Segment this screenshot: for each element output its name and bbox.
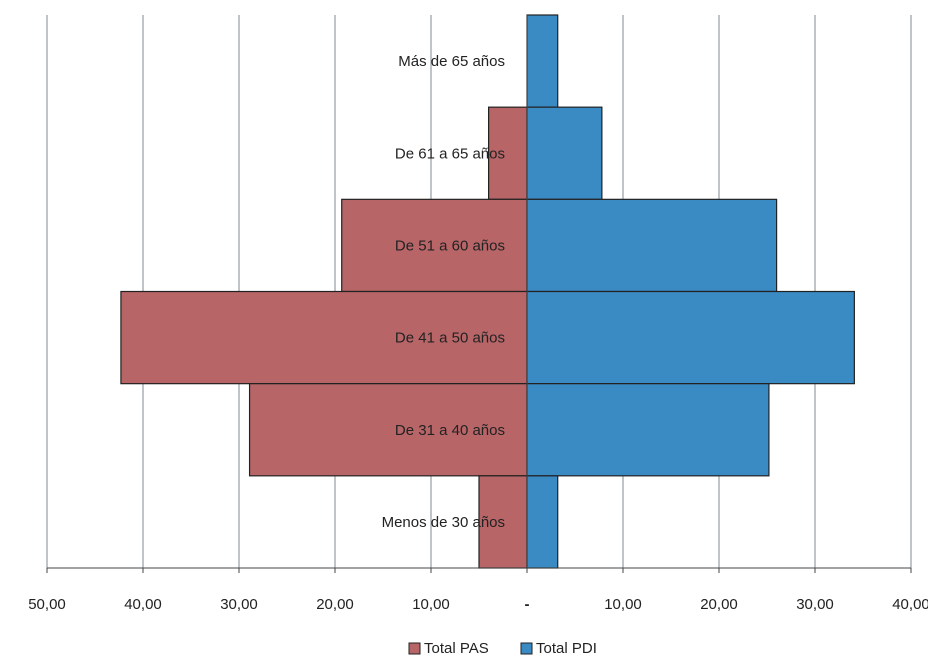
category-label: Menos de 30 años <box>382 514 505 531</box>
x-tick-label: 30,00 <box>796 596 834 613</box>
category-labels: Más de 65 años De 61 a 65 años De 51 a 60 … <box>382 53 505 531</box>
x-tick-label: 30,00 <box>220 596 258 613</box>
bar-total-pdi <box>526 475 559 569</box>
bar-total-pdi <box>526 198 778 293</box>
x-tick-label: 20,00 <box>316 596 354 613</box>
category-label: Más de 65 años <box>398 53 505 70</box>
legend-swatch <box>408 642 421 655</box>
bar-total-pdi <box>526 383 770 477</box>
x-tick-label: 40,00 <box>892 596 928 613</box>
x-tick-label: 40,00 <box>124 596 162 613</box>
legend-swatch <box>520 642 533 655</box>
legend-label: Total PAS <box>424 640 489 657</box>
bar-total-pas <box>248 383 528 477</box>
category-label: De 51 a 60 años <box>395 237 505 254</box>
category-label: De 61 a 65 años <box>395 145 505 162</box>
x-tick-label: 10,00 <box>412 596 450 613</box>
x-tick-label: 50,00 <box>28 596 66 613</box>
bar-total-pdi <box>526 290 855 385</box>
category-label: De 41 a 50 años <box>395 330 505 347</box>
x-axis: 50,00 40,00 30,00 20,00 10,00 - 10,00 20,00 30,0… <box>28 15 928 613</box>
bar-total-pdi <box>526 106 603 200</box>
legend-label: Total PDI <box>536 640 597 657</box>
x-tick-label: 10,00 <box>604 596 642 613</box>
bar-total-pdi <box>526 14 559 108</box>
x-tick-label: - <box>525 596 530 613</box>
legend: Total PAS Total PDI <box>408 640 597 657</box>
x-tick-label: 20,00 <box>700 596 738 613</box>
category-label: De 31 a 40 años <box>395 422 505 439</box>
bars <box>120 14 855 569</box>
